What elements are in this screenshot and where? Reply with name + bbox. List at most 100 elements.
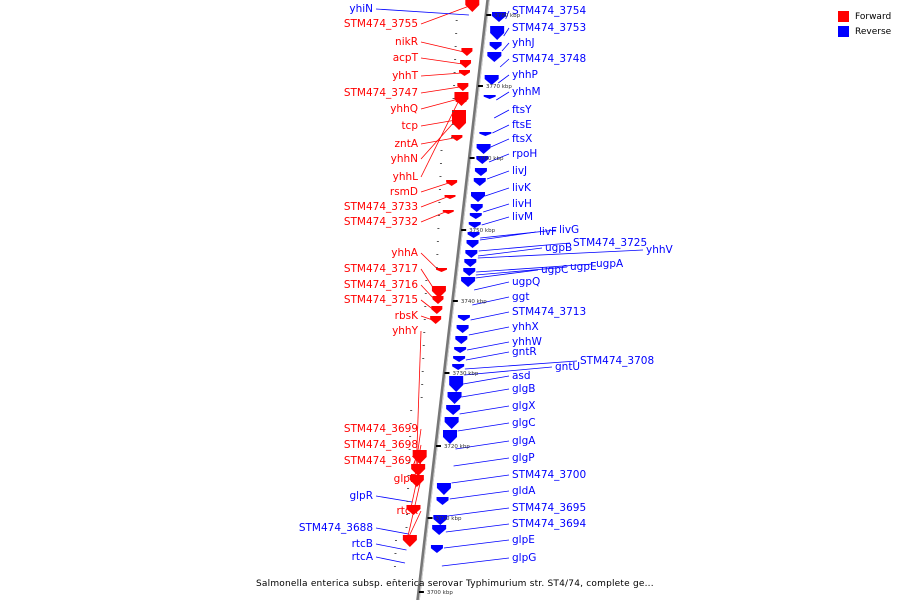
- reverse-gene-feature[interactable]: [490, 26, 505, 40]
- reverse-gene-label[interactable]: yhhJ: [512, 37, 535, 49]
- reverse-gene-label[interactable]: glpG: [512, 552, 536, 564]
- forward-gene-label[interactable]: zntA: [395, 138, 419, 150]
- reverse-gene-feature[interactable]: [467, 232, 480, 238]
- reverse-gene-feature[interactable]: [430, 545, 443, 553]
- reverse-gene-label[interactable]: glgB: [512, 383, 535, 395]
- forward-gene-feature[interactable]: [451, 135, 463, 141]
- forward-gene-label[interactable]: STM474_3699: [344, 423, 418, 435]
- reverse-gene-feature[interactable]: [466, 240, 479, 248]
- forward-gene-feature[interactable]: [411, 464, 426, 476]
- reverse-gene-label[interactable]: yhhP: [512, 69, 538, 81]
- reverse-gene-label[interactable]: glpR: [349, 490, 373, 502]
- forward-gene-label[interactable]: tcp: [401, 120, 418, 132]
- reverse-gene-feature[interactable]: [483, 95, 496, 99]
- forward-gene-feature[interactable]: [402, 535, 417, 547]
- forward-gene-feature[interactable]: [453, 118, 465, 122]
- reverse-gene-label[interactable]: ugpQ: [512, 276, 540, 288]
- reverse-gene-feature[interactable]: [464, 259, 477, 267]
- reverse-gene-feature[interactable]: [489, 42, 502, 50]
- reverse-gene-label[interactable]: STM474_3708: [580, 355, 654, 367]
- forward-gene-feature[interactable]: [412, 450, 427, 464]
- reverse-gene-label[interactable]: ftsY: [512, 104, 532, 116]
- forward-gene-feature[interactable]: [465, 0, 480, 12]
- forward-gene-feature[interactable]: [446, 180, 458, 186]
- reverse-gene-feature[interactable]: [465, 250, 478, 258]
- reverse-gene-label[interactable]: gntR: [512, 346, 537, 358]
- reverse-gene-label[interactable]: yhhW: [512, 336, 543, 348]
- reverse-gene-label[interactable]: livJ: [512, 165, 527, 177]
- forward-gene-label[interactable]: yhhN: [391, 153, 418, 165]
- reverse-gene-feature[interactable]: [433, 515, 448, 525]
- reverse-gene-feature[interactable]: [487, 52, 502, 62]
- forward-gene-feature[interactable]: [432, 296, 444, 304]
- reverse-gene-feature[interactable]: [484, 75, 499, 85]
- forward-gene-feature[interactable]: [461, 48, 473, 56]
- reverse-gene-label[interactable]: yhhX: [512, 321, 539, 333]
- reverse-gene-label[interactable]: ggt: [512, 291, 529, 303]
- reverse-gene-label[interactable]: STM474_3688: [299, 522, 373, 534]
- reverse-gene-label[interactable]: asd: [512, 370, 531, 382]
- forward-gene-feature[interactable]: [435, 268, 447, 272]
- forward-gene-label[interactable]: acpT: [393, 52, 419, 64]
- reverse-gene-label[interactable]: glgP: [512, 452, 535, 464]
- forward-gene-label[interactable]: STM474_3698: [344, 439, 418, 451]
- reverse-gene-feature[interactable]: [471, 192, 486, 202]
- reverse-gene-label[interactable]: STM474_3725: [573, 237, 647, 249]
- reverse-gene-feature[interactable]: [443, 430, 458, 444]
- forward-gene-label[interactable]: rsmD: [390, 186, 418, 198]
- reverse-gene-label[interactable]: yhiN: [349, 3, 373, 15]
- forward-gene-feature[interactable]: [454, 92, 469, 106]
- reverse-gene-feature[interactable]: [470, 204, 483, 212]
- reverse-gene-feature[interactable]: [492, 12, 507, 22]
- forward-gene-label[interactable]: STM474_3755: [344, 18, 418, 30]
- reverse-gene-feature[interactable]: [461, 277, 476, 287]
- forward-gene-label[interactable]: yhhY: [392, 325, 419, 337]
- reverse-gene-feature[interactable]: [473, 178, 486, 186]
- forward-gene-feature[interactable]: [430, 316, 442, 324]
- forward-gene-feature[interactable]: [458, 70, 470, 76]
- forward-gene-feature[interactable]: [460, 60, 472, 68]
- reverse-gene-feature[interactable]: [446, 405, 461, 415]
- forward-gene-label[interactable]: STM474_3697: [344, 455, 418, 467]
- reverse-gene-label[interactable]: glgC: [512, 417, 536, 429]
- forward-gene-feature[interactable]: [406, 505, 421, 515]
- forward-gene-feature[interactable]: [431, 286, 446, 298]
- reverse-gene-label[interactable]: livG: [559, 224, 579, 236]
- reverse-gene-label[interactable]: glpE: [512, 534, 535, 546]
- forward-gene-feature[interactable]: [457, 83, 469, 91]
- reverse-gene-feature[interactable]: [463, 268, 476, 276]
- forward-gene-feature[interactable]: [442, 210, 454, 214]
- forward-gene-label[interactable]: rbsK: [395, 310, 419, 322]
- reverse-gene-label[interactable]: gldA: [512, 485, 536, 497]
- forward-gene-feature[interactable]: [455, 100, 467, 104]
- reverse-gene-label[interactable]: ftsE: [512, 119, 532, 131]
- forward-gene-label[interactable]: STM474_3715: [344, 294, 418, 306]
- reverse-gene-label[interactable]: STM474_3754: [512, 5, 586, 17]
- reverse-gene-label[interactable]: rpoH: [512, 148, 537, 160]
- forward-gene-label[interactable]: STM474_3716: [344, 279, 418, 291]
- reverse-gene-feature[interactable]: [454, 347, 467, 353]
- forward-gene-label[interactable]: STM474_3732: [344, 216, 418, 228]
- reverse-gene-label[interactable]: STM474_3700: [512, 469, 586, 481]
- reverse-gene-label[interactable]: rtcB: [352, 538, 373, 550]
- reverse-gene-label[interactable]: rtcA: [352, 551, 374, 563]
- reverse-gene-feature[interactable]: [455, 336, 468, 344]
- reverse-gene-label[interactable]: ftsX: [512, 133, 532, 145]
- forward-gene-label[interactable]: yhhA: [391, 247, 419, 259]
- forward-gene-label[interactable]: STM474_3747: [344, 87, 418, 99]
- forward-gene-label[interactable]: yhhQ: [390, 103, 418, 115]
- reverse-gene-feature[interactable]: [476, 156, 489, 164]
- forward-gene-label[interactable]: yhhT: [392, 70, 419, 82]
- reverse-gene-label[interactable]: livH: [512, 198, 532, 210]
- reverse-gene-feature[interactable]: [436, 483, 451, 495]
- forward-gene-feature[interactable]: [431, 306, 443, 314]
- reverse-gene-label[interactable]: ugpC: [541, 264, 568, 276]
- reverse-gene-feature[interactable]: [474, 168, 487, 176]
- reverse-gene-feature[interactable]: [476, 144, 491, 154]
- reverse-gene-feature[interactable]: [469, 213, 482, 219]
- reverse-gene-feature[interactable]: [436, 497, 449, 505]
- forward-gene-feature[interactable]: [444, 195, 456, 199]
- reverse-gene-label[interactable]: STM474_3748: [512, 53, 586, 65]
- reverse-gene-feature[interactable]: [447, 392, 462, 404]
- forward-gene-feature[interactable]: [409, 475, 424, 487]
